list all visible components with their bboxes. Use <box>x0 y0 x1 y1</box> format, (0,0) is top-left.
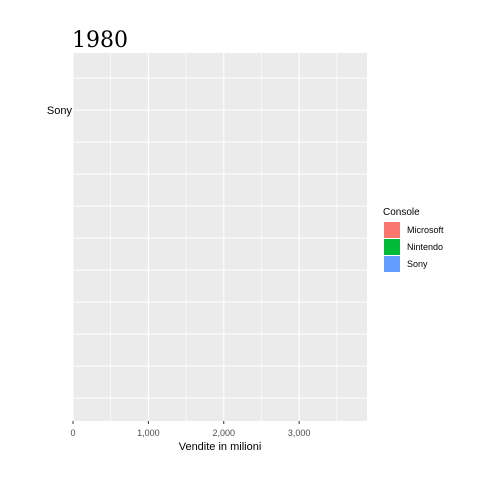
legend-label-sony: Sony <box>407 259 428 269</box>
legend-title: Console <box>383 207 420 218</box>
legend-items: Microsoft Nintendo Sony <box>384 222 444 272</box>
category-label: Sony <box>47 105 73 117</box>
legend-swatch-nintendo <box>384 239 400 255</box>
x-tick-label: 0 <box>70 428 75 438</box>
legend: Console Microsoft Nintendo Sony <box>383 207 444 272</box>
x-tick-label: 2,000 <box>213 428 236 438</box>
legend-label-microsoft: Microsoft <box>407 225 444 235</box>
x-axis-title: Vendite in milioni <box>179 441 262 453</box>
legend-swatch-microsoft <box>384 222 400 238</box>
legend-label-nintendo: Nintendo <box>407 242 443 252</box>
x-tick-label: 3,000 <box>288 428 311 438</box>
legend-swatch-sony <box>384 256 400 272</box>
x-tick-label: 1,000 <box>137 428 160 438</box>
category-labels: Sony <box>47 105 73 117</box>
chart-title: 1980 <box>72 28 128 53</box>
